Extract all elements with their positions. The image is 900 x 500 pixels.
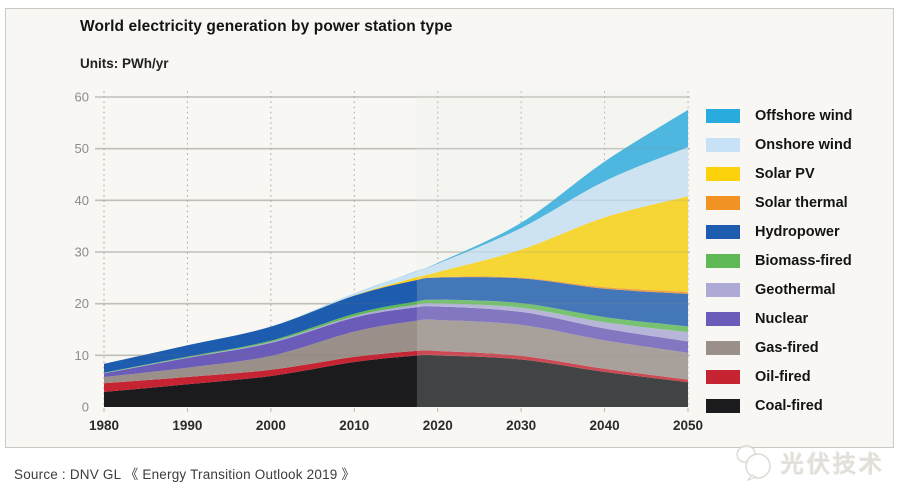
area-oil-fired [104,350,688,393]
legend-item-nuclear: Nuclear [706,304,852,333]
y-tick-label-20: 20 [75,296,89,311]
legend-item-onshore-wind: Onshore wind [706,130,852,159]
legend-swatch-biomass-fired [706,253,740,268]
area-hydropower [104,277,688,373]
legend-swatch-solar-pv [706,166,740,181]
y-tick-label-60: 60 [75,90,89,105]
legend-swatch-nuclear [706,311,740,326]
x-tick-label-2030: 2030 [506,418,536,433]
legend-label-biomass-fired: Biomass-fired [755,252,852,269]
legend-item-hydropower: Hydropower [706,217,852,246]
gridlines-overlay [95,96,690,357]
y-tick-label-10: 10 [75,348,89,363]
x-tick-label-2010: 2010 [339,418,369,433]
legend-label-onshore-wind: Onshore wind [755,136,852,153]
gridlines [95,91,690,407]
legend-label-oil-fired: Oil-fired [755,368,811,385]
x-tick-label-2000: 2000 [256,418,286,433]
legend-item-solar-thermal: Solar thermal [706,188,852,217]
legend-label-solar-pv: Solar PV [755,165,815,182]
legend-item-biomass-fired: Biomass-fired [706,246,852,275]
x-tick-label-2050: 2050 [673,418,703,433]
legend-swatch-solar-thermal [706,195,740,210]
legend-item-solar-pv: Solar PV [706,159,852,188]
y-tick-label-30: 30 [75,245,89,260]
x-tick-label-1990: 1990 [172,418,202,433]
legend-label-offshore-wind: Offshore wind [755,107,853,124]
x-tick-label-2020: 2020 [423,418,453,433]
legend-label-gas-fired: Gas-fired [755,339,819,356]
legend-swatch-hydropower [706,224,740,239]
legend-swatch-gas-fired [706,340,740,355]
legend-label-geothermal: Geothermal [755,281,836,298]
area-series-group [104,109,688,407]
legend-item-gas-fired: Gas-fired [706,333,852,362]
legend-label-solar-thermal: Solar thermal [755,194,848,211]
watermark-logo-icon [736,445,771,482]
forecast-overlay [416,91,690,407]
x-tick-label-1980: 1980 [89,418,119,433]
legend-item-oil-fired: Oil-fired [706,362,852,391]
legend-item-geothermal: Geothermal [706,275,852,304]
y-tick-label-0: 0 [82,400,89,415]
legend-label-coal-fired: Coal-fired [755,397,823,414]
watermark-text: 光伏技术 [781,451,885,477]
legend-swatch-oil-fired [706,369,740,384]
legend-item-coal-fired: Coal-fired [706,391,852,420]
legend-swatch-geothermal [706,282,740,297]
legend-swatch-offshore-wind [706,108,740,123]
source-caption: Source : DNV GL 《 Energy Transition Outl… [14,467,356,482]
area-coal-fired [104,354,688,407]
chart-units-label: Units: PWh/yr [80,56,169,71]
watermark: 光伏技术 [733,441,885,483]
y-tick-label-40: 40 [75,193,89,208]
legend-item-offshore-wind: Offshore wind [706,101,852,130]
area-solar-pv [104,196,688,364]
legend-label-nuclear: Nuclear [755,310,809,327]
area-gas-fired [104,319,688,384]
legend-swatch-onshore-wind [706,137,740,152]
chart-title: World electricity generation by power st… [80,18,453,35]
y-tick-label-50: 50 [75,141,89,156]
legend-swatch-coal-fired [706,398,740,413]
legend-label-hydropower: Hydropower [755,223,840,240]
area-nuclear [104,306,688,378]
chart-legend: Offshore wind Onshore wind Solar PV Solar t… [706,101,852,420]
x-tick-label-2040: 2040 [590,418,620,433]
